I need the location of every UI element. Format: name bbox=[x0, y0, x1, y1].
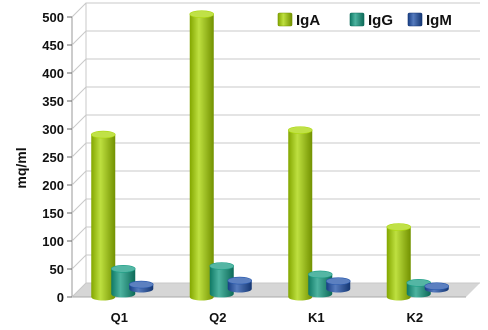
chart-floor bbox=[71, 3, 480, 298]
bars bbox=[90, 10, 450, 301]
grid-line bbox=[71, 114, 480, 130]
x-category-label: K1 bbox=[308, 310, 325, 325]
y-tick-label: 50 bbox=[50, 262, 64, 277]
bar-body bbox=[308, 274, 333, 298]
grid-line bbox=[71, 198, 480, 214]
legend: IgA IgG IgM bbox=[277, 12, 452, 29]
grid-line bbox=[71, 86, 480, 102]
y-tick-label: 450 bbox=[42, 38, 64, 53]
bar-top bbox=[406, 278, 432, 287]
grid-line bbox=[71, 30, 480, 46]
bar-top bbox=[90, 130, 116, 139]
bar-IgM-K2 bbox=[424, 282, 450, 293]
bar-top bbox=[325, 277, 351, 285]
legend-label: IgA bbox=[296, 12, 320, 29]
bar-body bbox=[111, 268, 136, 298]
bar-top bbox=[110, 264, 136, 273]
bar-body bbox=[209, 266, 234, 298]
bar-top bbox=[386, 223, 412, 231]
bar-top bbox=[227, 276, 253, 285]
grid-line bbox=[71, 226, 480, 242]
bar-IgM-K1 bbox=[325, 277, 351, 293]
legend-label: IgG bbox=[368, 12, 393, 29]
bar-top bbox=[307, 270, 333, 279]
bar-top bbox=[424, 282, 450, 291]
y-tick-labels: 0 50 100 150 200 250 300 350 400 450 500 bbox=[42, 10, 64, 305]
legend-swatch bbox=[349, 12, 365, 27]
bar-top bbox=[189, 10, 215, 18]
legend-item-IgA: IgA bbox=[277, 12, 320, 29]
x-category-label: Q2 bbox=[209, 310, 226, 325]
bar-IgM-Q1 bbox=[128, 280, 154, 293]
x-category-labels: Q1 Q2 K1 K2 bbox=[111, 310, 423, 325]
bar-IgG-K1 bbox=[307, 270, 333, 298]
y-tick-label: 200 bbox=[42, 178, 64, 193]
bar-IgA-K2 bbox=[386, 223, 412, 301]
bar-body bbox=[189, 14, 214, 301]
grid-line bbox=[71, 142, 480, 158]
bar-IgM-Q2 bbox=[227, 276, 253, 293]
legend-swatch bbox=[407, 12, 423, 27]
bar-body bbox=[386, 227, 411, 301]
bar-body bbox=[288, 130, 313, 301]
bar-IgA-Q2 bbox=[189, 10, 215, 301]
bar-top bbox=[287, 126, 313, 134]
legend-swatch bbox=[277, 12, 293, 27]
bar-top bbox=[128, 280, 154, 289]
y-tick-label: 500 bbox=[42, 10, 64, 25]
y-tick-label: 250 bbox=[42, 150, 64, 165]
grid-line bbox=[71, 254, 480, 270]
grid-line bbox=[71, 58, 480, 74]
y-tick-label: 400 bbox=[42, 66, 64, 81]
legend-item-IgG: IgG bbox=[349, 12, 393, 29]
y-tick-label: 0 bbox=[57, 290, 64, 305]
bar-IgA-Q1 bbox=[90, 130, 116, 301]
floor-plane bbox=[72, 283, 480, 297]
x-category-label: Q1 bbox=[111, 310, 128, 325]
y-tick-label: 350 bbox=[42, 94, 64, 109]
grid-lines bbox=[67, 2, 480, 298]
y-axis-title: mq/ml bbox=[13, 147, 29, 188]
legend-label: IgM bbox=[426, 12, 452, 29]
y-tick-label: 150 bbox=[42, 206, 64, 221]
grid-line bbox=[71, 2, 480, 18]
grid-line bbox=[71, 170, 480, 186]
x-category-label: K2 bbox=[406, 310, 423, 325]
bar-top bbox=[209, 262, 235, 270]
bar-IgG-Q1 bbox=[110, 264, 136, 298]
legend-item-IgM: IgM bbox=[407, 12, 452, 29]
y-tick-label: 300 bbox=[42, 122, 64, 137]
bar-IgG-Q2 bbox=[209, 262, 235, 298]
bar-body bbox=[91, 134, 116, 301]
y-tick-label: 100 bbox=[42, 234, 64, 249]
bar-IgA-K1 bbox=[287, 126, 313, 301]
